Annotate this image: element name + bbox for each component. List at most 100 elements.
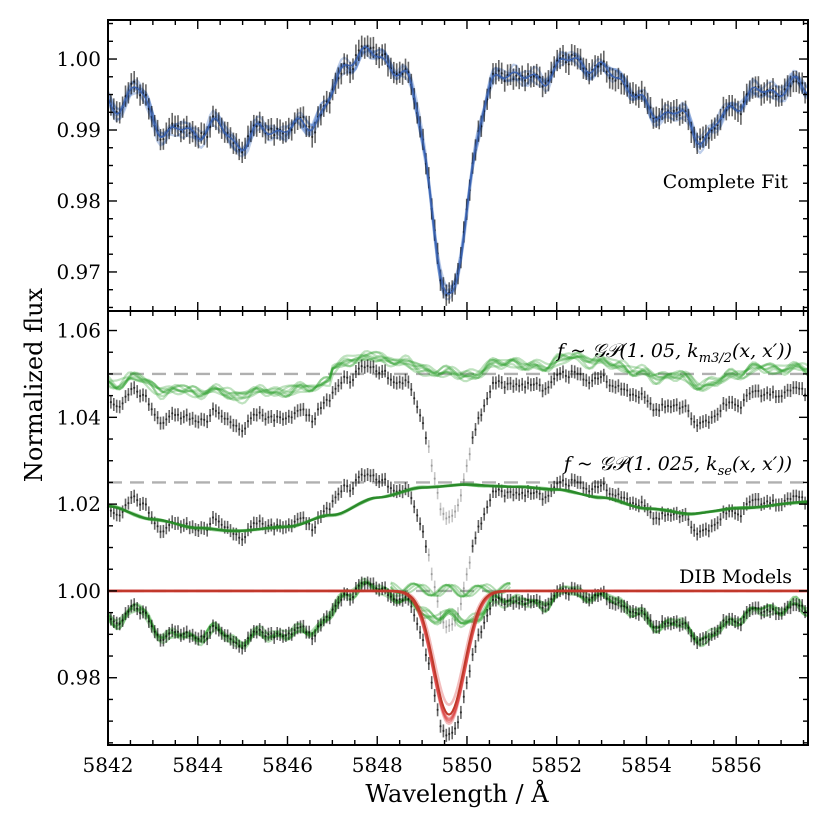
- data-point: [206, 637, 209, 640]
- data-point: [430, 464, 433, 467]
- data-point: [699, 638, 702, 642]
- data-point: [112, 620, 115, 623]
- svg-text:f ~ 𝒢𝒫(1. 05, km3/2(x, x′)): f ~ 𝒢𝒫(1. 05, km3/2(x, x′)): [555, 340, 792, 366]
- data-point: [261, 631, 264, 634]
- data-point: [526, 598, 530, 602]
- data-point: [763, 502, 766, 505]
- data-point: [454, 510, 457, 513]
- data-point: [229, 638, 232, 641]
- data-point: [623, 605, 626, 608]
- data-point: [445, 625, 448, 629]
- data-point: [398, 598, 401, 601]
- data-point: [436, 491, 439, 494]
- data-point: [424, 436, 427, 440]
- data-point: [497, 488, 500, 491]
- dib-residual-line: [389, 581, 511, 598]
- data-point: [696, 532, 699, 536]
- data-point: [655, 408, 658, 411]
- data-point: [512, 78, 515, 81]
- data-point: [171, 122, 174, 125]
- data-point: [585, 487, 588, 490]
- data-point: [270, 127, 273, 130]
- data-point: [165, 418, 168, 421]
- data-point: [506, 491, 509, 494]
- data-point: [725, 403, 728, 406]
- data-point: [194, 637, 197, 640]
- data-point: [241, 646, 244, 650]
- data-point: [553, 377, 556, 380]
- data-point: [413, 505, 416, 508]
- data-point: [795, 80, 798, 83]
- data-point: [468, 453, 471, 456]
- data-point: [649, 619, 652, 622]
- data-point: [354, 370, 357, 373]
- data-point: [419, 522, 422, 526]
- data-point: [567, 593, 570, 596]
- data-point: [386, 485, 390, 488]
- data-point: [704, 419, 708, 422]
- data-point: [669, 622, 673, 625]
- data-point: [203, 635, 206, 638]
- data-point: [731, 618, 734, 621]
- data-point: [666, 621, 670, 625]
- data-point: [631, 610, 635, 613]
- data-point: [704, 636, 708, 639]
- data-point: [445, 294, 448, 297]
- data-point: [766, 391, 769, 394]
- data-point: [611, 601, 614, 605]
- data-point: [769, 610, 772, 613]
- model-sample-line: [107, 350, 809, 401]
- data-point: [421, 530, 425, 533]
- data-point: [786, 497, 789, 500]
- data-point: [675, 620, 678, 624]
- data-point: [392, 489, 395, 492]
- data-point: [541, 389, 544, 392]
- data-point: [652, 409, 655, 412]
- data-point: [407, 381, 410, 384]
- data-point: [640, 392, 643, 395]
- data-point: [165, 526, 168, 529]
- data-point: [314, 526, 317, 529]
- data-point: [500, 381, 503, 384]
- data-point: [637, 396, 640, 399]
- data-point: [179, 634, 182, 637]
- data-point: [629, 610, 632, 614]
- data-point: [462, 478, 465, 481]
- data-point: [477, 633, 480, 637]
- data-point: [512, 493, 515, 496]
- data-point: [340, 490, 343, 493]
- matern-tail: (x, x′)): [732, 340, 792, 362]
- data-point: [174, 630, 177, 634]
- dib-residual-line: [390, 582, 511, 598]
- data-point: [751, 499, 754, 502]
- model-sample-line: [107, 351, 809, 402]
- data-point: [357, 584, 360, 587]
- svg-text:f ~ 𝒢𝒫(1. 025, kse(x, x′)): f ~ 𝒢𝒫(1. 025, kse(x, x′)): [562, 453, 792, 479]
- data-point: [760, 503, 763, 506]
- data-point: [249, 525, 252, 528]
- data-point: [389, 487, 392, 490]
- data-point: [529, 383, 533, 386]
- matern-gp: 𝒢𝒫: [592, 340, 625, 362]
- data-point: [701, 529, 705, 532]
- data-point: [754, 389, 757, 393]
- data-point: [211, 407, 215, 411]
- data-point: [556, 482, 559, 485]
- data-point: [594, 377, 597, 380]
- data-point: [316, 408, 320, 411]
- data-point: [442, 729, 445, 733]
- data-point: [626, 389, 629, 392]
- data-point: [491, 72, 495, 75]
- data-point: [739, 406, 743, 409]
- data-point: [515, 491, 518, 494]
- data-point: [658, 517, 661, 521]
- data-point: [182, 632, 185, 635]
- data-point: [544, 496, 547, 499]
- data-point: [544, 82, 547, 85]
- data-point: [311, 135, 314, 138]
- sqexp-tail: (x, x′)): [732, 453, 792, 475]
- data-point: [459, 494, 462, 497]
- data-point: [684, 404, 687, 407]
- data-point: [136, 390, 139, 393]
- data-point: [483, 621, 486, 624]
